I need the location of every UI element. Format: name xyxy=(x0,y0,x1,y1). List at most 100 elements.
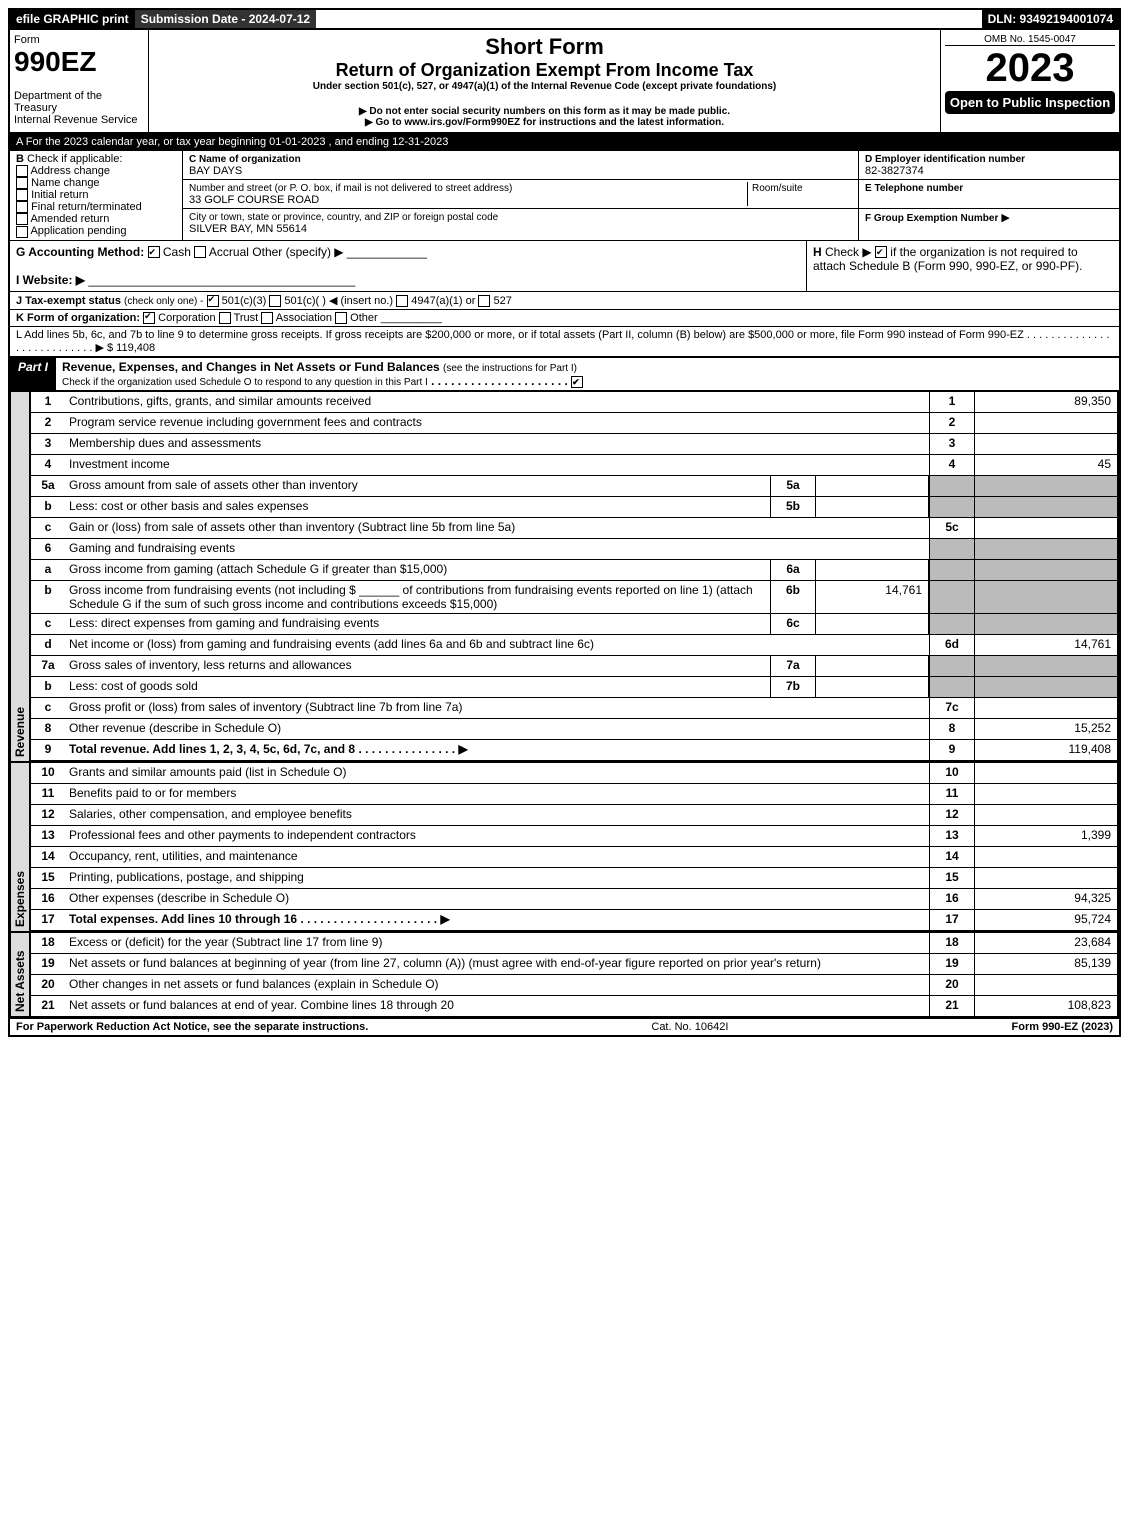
footer-right: Form 990-EZ (2023) xyxy=(1012,1021,1113,1033)
omb-number: OMB No. 1545-0047 xyxy=(945,34,1115,46)
box-b-label: Check if applicable: xyxy=(27,153,122,165)
amt-6b: 14,761 xyxy=(815,581,929,613)
amt-12 xyxy=(975,805,1117,825)
short-form-title: Short Form xyxy=(153,34,936,60)
amt-16: 94,325 xyxy=(975,889,1117,909)
line-k: K Form of organization: Corporation Trus… xyxy=(8,310,1121,327)
subtitle: Under section 501(c), 527, or 4947(a)(1)… xyxy=(153,81,936,92)
amt-6d: 14,761 xyxy=(975,635,1117,655)
amt-18: 23,684 xyxy=(975,933,1117,953)
line-j: J Tax-exempt status (check only one) - 5… xyxy=(8,292,1121,310)
line-4: 4Investment income445 xyxy=(29,455,1119,476)
checkbox-accrual[interactable] xyxy=(194,246,206,258)
checkbox-corporation[interactable] xyxy=(143,312,155,324)
gross-receipts-value: 119,408 xyxy=(116,342,155,354)
checkbox-initial-return[interactable] xyxy=(16,189,28,201)
line-1: 1Contributions, gifts, grants, and simil… xyxy=(29,392,1119,413)
line-7b: bLess: cost of goods sold7b xyxy=(29,677,1119,698)
expenses-label: Expenses xyxy=(10,763,29,931)
checkbox-not-required-schedB[interactable] xyxy=(875,246,887,258)
amt-8: 15,252 xyxy=(975,719,1117,739)
line-18: 18Excess or (deficit) for the year (Subt… xyxy=(29,933,1119,954)
line-10: 10Grants and similar amounts paid (list … xyxy=(29,763,1119,784)
line-l-text: L Add lines 5b, 6c, and 7b to line 9 to … xyxy=(16,329,1024,341)
amt-19: 85,139 xyxy=(975,954,1117,974)
amt-15 xyxy=(975,868,1117,888)
checkbox-527[interactable] xyxy=(478,295,490,307)
dept-label: Department of the Treasury xyxy=(14,90,102,114)
part-1-header: Part I Revenue, Expenses, and Changes in… xyxy=(8,357,1121,392)
ein-value: 82-3827374 xyxy=(865,165,924,177)
amt-20 xyxy=(975,975,1117,995)
opt-association: Association xyxy=(276,312,332,324)
line-15: 15Printing, publications, postage, and s… xyxy=(29,868,1119,889)
checkbox-final-return[interactable] xyxy=(16,201,28,213)
box-f-arrow: ▶ xyxy=(1001,212,1009,224)
line-5a: 5aGross amount from sale of assets other… xyxy=(29,476,1119,497)
checkbox-trust[interactable] xyxy=(219,312,231,324)
box-c: C Name of organization BAY DAYS Number a… xyxy=(183,151,858,240)
amt-21: 108,823 xyxy=(975,996,1117,1016)
header-center: Short Form Return of Organization Exempt… xyxy=(149,30,940,132)
line-i-label: I Website: ▶ xyxy=(16,273,85,287)
checkbox-application-pending[interactable] xyxy=(16,226,28,238)
line-14: 14Occupancy, rent, utilities, and mainte… xyxy=(29,847,1119,868)
submission-date: Submission Date - 2024-07-12 xyxy=(135,10,316,28)
line-g-label: G Accounting Method: xyxy=(16,245,144,259)
line-a: A For the 2023 calendar year, or tax yea… xyxy=(8,134,1121,151)
box-c-label: C Name of organization xyxy=(189,154,301,165)
checkbox-association[interactable] xyxy=(261,312,273,324)
org-name: BAY DAYS xyxy=(189,165,242,177)
line-6: 6Gaming and fundraising events xyxy=(29,539,1119,560)
revenue-body: 1Contributions, gifts, grants, and simil… xyxy=(29,392,1119,761)
form-number: 990EZ xyxy=(14,46,97,77)
line-6c: cLess: direct expenses from gaming and f… xyxy=(29,614,1119,635)
form-header: Form 990EZ Department of the Treasury In… xyxy=(8,30,1121,134)
checkbox-501c[interactable] xyxy=(269,295,281,307)
checkbox-4947[interactable] xyxy=(396,295,408,307)
part-1-title: Revenue, Expenses, and Changes in Net As… xyxy=(56,358,1119,390)
amt-2 xyxy=(975,413,1117,433)
line-20: 20Other changes in net assets or fund ba… xyxy=(29,975,1119,996)
checkbox-amended-return[interactable] xyxy=(16,213,28,225)
netassets-section: Net Assets 18Excess or (deficit) for the… xyxy=(8,931,1121,1018)
line-21: 21Net assets or fund balances at end of … xyxy=(29,996,1119,1016)
opt-accrual: Accrual xyxy=(209,245,249,259)
opt-4947: 4947(a)(1) or xyxy=(411,295,475,307)
amt-4: 45 xyxy=(975,455,1117,475)
part-1-note: (see the instructions for Part I) xyxy=(443,363,577,374)
revenue-section: Revenue 1Contributions, gifts, grants, a… xyxy=(8,392,1121,761)
opt-amended-return: Amended return xyxy=(30,213,109,225)
box-b: B Check if applicable: Address change Na… xyxy=(10,151,183,240)
line-6b: bGross income from fundraising events (n… xyxy=(29,581,1119,614)
opt-final-return: Final return/terminated xyxy=(31,201,142,213)
opt-name-change: Name change xyxy=(31,177,100,189)
checkbox-address-change[interactable] xyxy=(16,165,28,177)
opt-501c3: 501(c)(3) xyxy=(222,295,267,307)
amt-5c xyxy=(975,518,1117,538)
line-12: 12Salaries, other compensation, and empl… xyxy=(29,805,1119,826)
checkbox-cash[interactable] xyxy=(148,246,160,258)
return-title: Return of Organization Exempt From Incom… xyxy=(153,60,936,81)
amt-13: 1,399 xyxy=(975,826,1117,846)
checkbox-other-org[interactable] xyxy=(335,312,347,324)
irs-label: Internal Revenue Service xyxy=(14,114,138,126)
opt-501c: 501(c)( ) ◀ (insert no.) xyxy=(284,295,393,307)
opt-address-change: Address change xyxy=(30,165,110,177)
opt-initial-return: Initial return xyxy=(31,189,88,201)
line-19: 19Net assets or fund balances at beginni… xyxy=(29,954,1119,975)
goto-link[interactable]: Go to www.irs.gov/Form990EZ for instruct… xyxy=(153,117,936,128)
opt-cash: Cash xyxy=(163,245,191,259)
box-e-label: E Telephone number xyxy=(865,183,963,194)
checkbox-501c3[interactable] xyxy=(207,295,219,307)
checkbox-name-change[interactable] xyxy=(16,177,28,189)
amt-9: 119,408 xyxy=(975,740,1117,760)
amt-1: 89,350 xyxy=(975,392,1117,412)
header-right: OMB No. 1545-0047 2023 Open to Public In… xyxy=(940,30,1119,132)
city-value: SILVER BAY, MN 55614 xyxy=(189,223,307,235)
line-3: 3Membership dues and assessments3 xyxy=(29,434,1119,455)
part-1-label: Part I xyxy=(10,358,56,390)
line-6d: dNet income or (loss) from gaming and fu… xyxy=(29,635,1119,656)
checkbox-schedule-o[interactable] xyxy=(571,376,583,388)
line-5c: cGain or (loss) from sale of assets othe… xyxy=(29,518,1119,539)
